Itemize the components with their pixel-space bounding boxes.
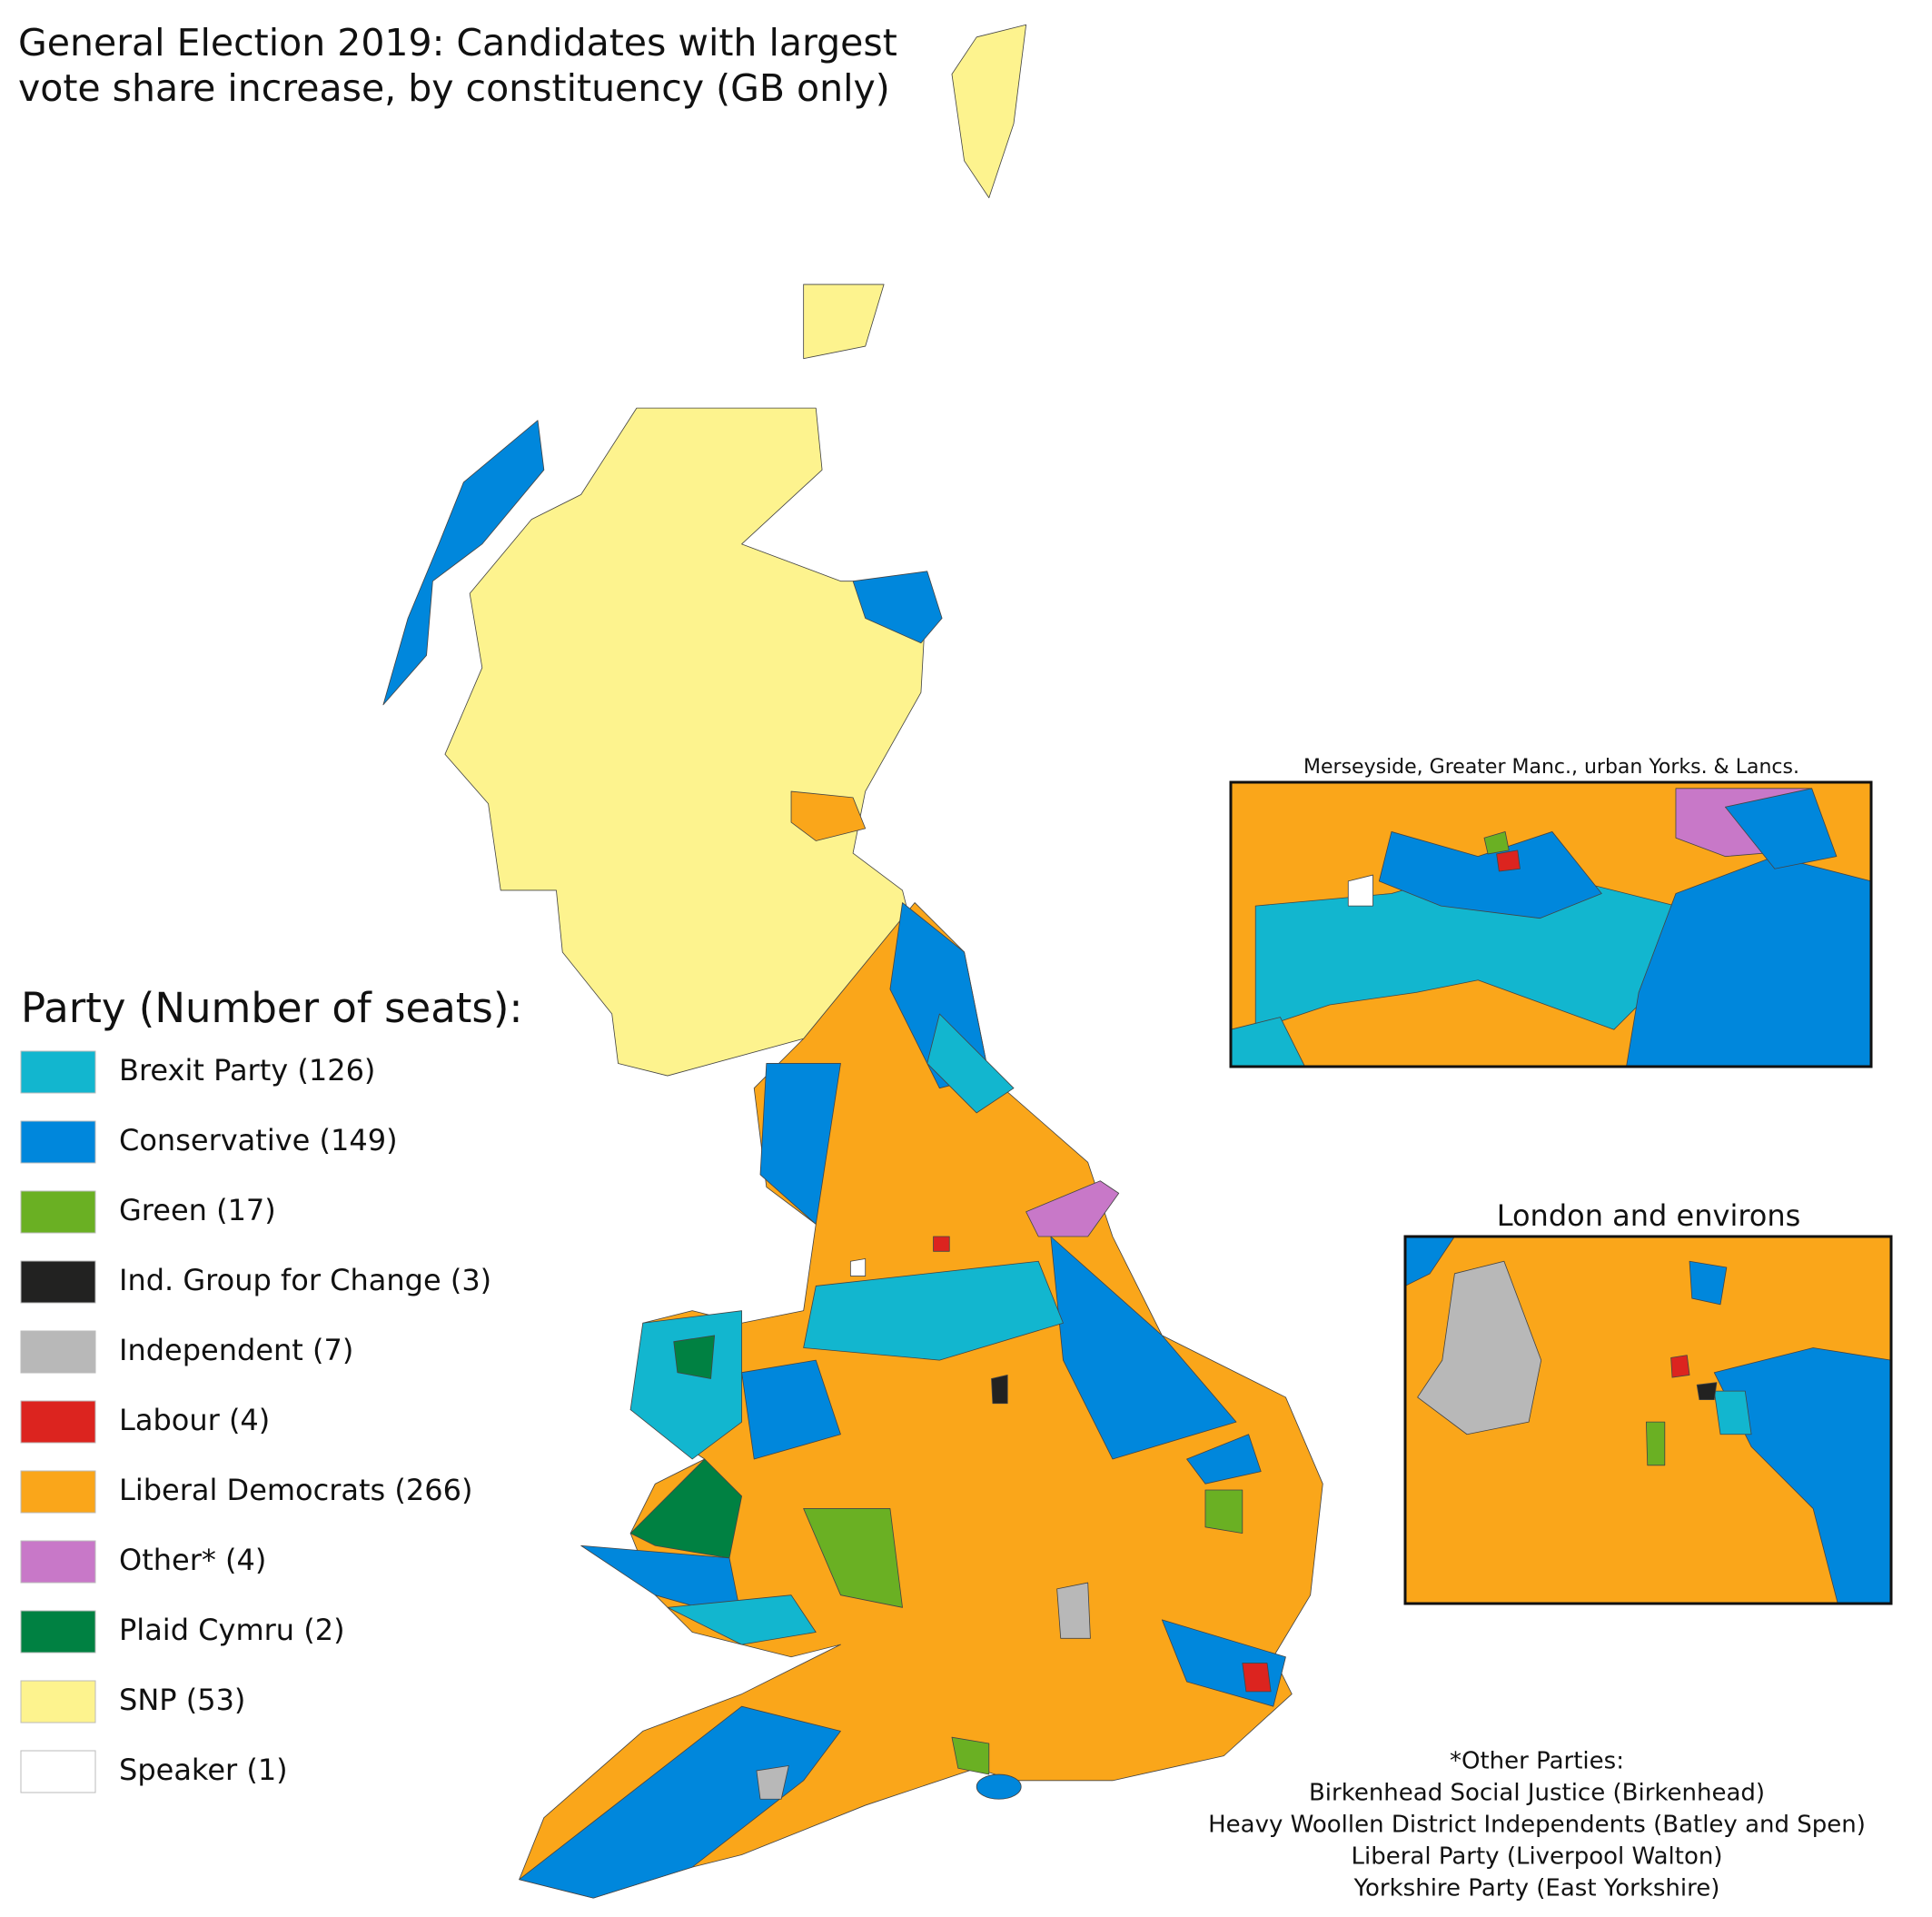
legend-swatch	[20, 1470, 96, 1514]
region	[933, 1236, 950, 1252]
region	[790, 790, 867, 841]
legend-label: Speaker (1)	[119, 1753, 288, 1787]
legend-label: Brexit Party (126)	[119, 1053, 375, 1088]
region	[1724, 788, 1838, 869]
legend-label: Other* (4)	[119, 1543, 266, 1577]
legend-title: Party (Number of seats):	[21, 984, 523, 1032]
legend-label: Conservative (149)	[119, 1123, 398, 1157]
region	[741, 1359, 841, 1460]
region	[1204, 1489, 1243, 1535]
footnote-line: Birkenhead Social Justice (Birkenhead)	[1309, 1780, 1765, 1807]
region	[951, 1736, 990, 1775]
legend: Party (Number of seats): Brexit Party (1…	[20, 984, 523, 1793]
inset-london	[1404, 1236, 1892, 1604]
inset-frame	[1229, 780, 1873, 1068]
region	[926, 1013, 1015, 1114]
inset-title: London and environs	[1497, 1198, 1801, 1233]
region	[1496, 849, 1521, 872]
legend-swatch	[20, 1400, 96, 1444]
title-line: vote share increase, by constituency (GB…	[18, 66, 890, 110]
region	[1347, 874, 1373, 907]
region	[1645, 1421, 1666, 1466]
legend-swatch	[20, 1120, 96, 1164]
region	[1483, 831, 1510, 855]
region	[519, 1705, 841, 1899]
legend-label: SNP (53)	[119, 1683, 245, 1717]
region	[803, 1508, 903, 1608]
footnote-line: Yorkshire Party (East Yorkshire)	[1353, 1875, 1720, 1902]
inset-title: Merseyside, Greater Manc., urban Yorks. …	[1303, 756, 1799, 779]
footnote: *Other Parties: Birkenhead Social Justice…	[1208, 1748, 1866, 1902]
region	[1056, 1582, 1091, 1639]
legend-swatch	[20, 1680, 96, 1723]
inset-frame	[1403, 1235, 1893, 1605]
region	[803, 1260, 1064, 1361]
legend-label: Green (17)	[119, 1193, 276, 1227]
footnote-line: *Other Parties:	[1450, 1748, 1624, 1775]
region	[382, 420, 545, 706]
region	[803, 283, 885, 360]
region	[1670, 1355, 1690, 1378]
region	[629, 1458, 743, 1559]
region	[1050, 1236, 1237, 1460]
legend-swatch	[20, 1330, 96, 1374]
legend-swatch	[20, 1190, 96, 1234]
region	[976, 1773, 1022, 1800]
region	[1696, 1382, 1718, 1401]
footnote-line: Liberal Party (Liverpool Walton)	[1352, 1843, 1723, 1871]
region	[849, 1258, 867, 1276]
region	[673, 1335, 716, 1379]
legend-swatch	[20, 1610, 96, 1654]
legend-label: Labour (4)	[119, 1403, 270, 1437]
region	[756, 1765, 789, 1800]
region	[991, 1375, 1008, 1405]
legend-swatch	[20, 1750, 96, 1793]
region	[1713, 1390, 1752, 1435]
footnote-line: Heavy Woollen District Independents (Bat…	[1208, 1812, 1866, 1839]
legend-label: Liberal Democrats (266)	[119, 1473, 472, 1507]
region	[667, 1594, 817, 1645]
region	[629, 1310, 743, 1460]
legend-swatch	[20, 1540, 96, 1584]
inset-north	[1230, 781, 1872, 1068]
legend-swatch	[20, 1260, 96, 1304]
legend-swatch	[20, 1050, 96, 1094]
region	[1025, 1180, 1120, 1237]
title-line: General Election 2019: Candidates with l…	[18, 21, 897, 65]
region	[1242, 1663, 1272, 1693]
region	[1417, 1260, 1542, 1435]
gb-map	[382, 24, 1323, 1899]
legend-label: Plaid Cymru (2)	[119, 1613, 345, 1647]
region	[951, 24, 1027, 199]
legend-label: Ind. Group for Change (3)	[119, 1263, 491, 1297]
region	[1689, 1260, 1728, 1306]
region	[852, 571, 943, 644]
region	[759, 1063, 841, 1225]
legend-label: Independent (7)	[119, 1333, 353, 1367]
region	[1186, 1434, 1262, 1485]
